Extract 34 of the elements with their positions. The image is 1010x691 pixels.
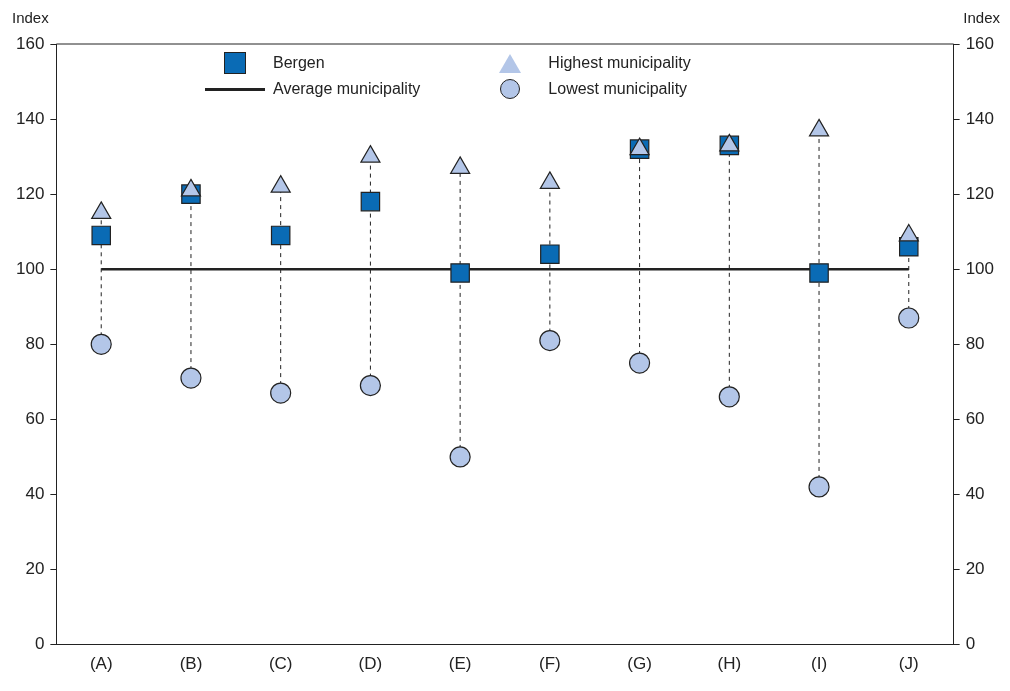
y2-tick-label: 20: [965, 559, 985, 579]
y-tick-label: 60: [25, 409, 45, 429]
y-axis-title: Index: [12, 8, 50, 26]
y-tick-label: 160: [15, 33, 45, 53]
y2-tick-label: 0: [965, 634, 976, 654]
x-tick-label: (D): [358, 654, 383, 674]
y2-tick-label: 60: [965, 409, 985, 429]
x-tick-label: (A): [89, 654, 113, 674]
y-tick-label: 20: [25, 559, 45, 579]
y-tick-label: 0: [34, 634, 45, 654]
y-tick-label: 140: [15, 108, 45, 128]
y2-tick-label: 80: [965, 333, 985, 353]
y2-tick-label: 120: [965, 183, 995, 203]
y-tick-label: 40: [25, 484, 45, 504]
x-tick-label: (E): [448, 654, 472, 674]
legend-label: Average municipality: [273, 80, 421, 98]
y2-tick-label: 100: [965, 258, 995, 278]
y-tick-label: 120: [15, 183, 45, 203]
x-tick-label: (F): [539, 654, 561, 674]
x-tick-label: (C): [268, 654, 293, 674]
x-tick-label: (B): [179, 654, 203, 674]
y2-tick-label: 140: [965, 108, 995, 128]
y-tick-label: 80: [25, 333, 45, 353]
y2-tick-label: 40: [965, 484, 985, 504]
legend-label: Lowest municipality: [548, 80, 688, 98]
y-tick-label: 100: [15, 258, 45, 278]
x-tick-label: (J): [898, 654, 919, 674]
legend-label: Bergen: [273, 54, 325, 72]
x-tick-label: (I): [811, 654, 828, 674]
y2-tick-label: 160: [965, 33, 995, 53]
y2-axis-title: Index: [963, 8, 1001, 26]
x-tick-label: (H): [717, 654, 742, 674]
x-tick-label: (G): [627, 654, 652, 674]
legend-label: Highest municipality: [548, 54, 691, 72]
